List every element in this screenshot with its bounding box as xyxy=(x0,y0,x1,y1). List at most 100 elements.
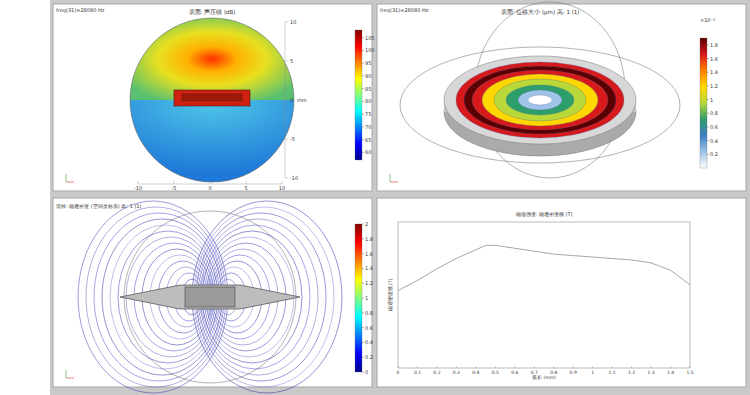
field xyxy=(518,90,562,110)
colorbar-tick xyxy=(707,72,709,73)
field xyxy=(472,70,608,130)
colorbar-tick-label: 80 xyxy=(365,98,371,104)
colorbar-tick xyxy=(362,101,364,102)
colorbar-tick xyxy=(362,224,364,225)
colorbar-tick xyxy=(707,154,709,155)
colorbar-tick-label: 1.4 xyxy=(710,69,718,75)
tick xyxy=(417,366,418,368)
tick xyxy=(246,181,247,184)
tick xyxy=(282,181,283,184)
tick-label: 0.9 xyxy=(570,370,577,375)
colorbar-tick xyxy=(362,75,364,76)
tick xyxy=(285,178,288,179)
colorbar-tick-label: 75 xyxy=(365,111,371,117)
tick xyxy=(651,366,652,368)
tick xyxy=(690,366,691,368)
panel xyxy=(377,198,746,387)
transducer xyxy=(182,94,242,101)
colorbar-tick xyxy=(362,114,364,115)
tick-label: -10 xyxy=(134,185,142,191)
colorbar-tick-label: 0.2 xyxy=(365,354,373,360)
housing xyxy=(444,56,636,144)
colorbar-tick-label: 0.8 xyxy=(365,310,373,316)
tick xyxy=(210,181,211,184)
colorbar-tick-label: 1.8 xyxy=(365,236,373,242)
colorbar-tick-label: 1 xyxy=(710,97,713,103)
colorbar-tick-label: 70 xyxy=(365,124,371,130)
colorbar-tick xyxy=(362,238,364,239)
colorbar-tick-label: 1.6 xyxy=(710,56,718,62)
colorbar-tick-label: 0.8 xyxy=(710,110,718,116)
tick xyxy=(573,366,574,368)
tick-label: -5 xyxy=(172,185,177,191)
transducer xyxy=(174,90,250,106)
plot-frame xyxy=(398,222,690,368)
colorbar-tick xyxy=(362,253,364,254)
colorbar-tick xyxy=(362,37,364,38)
colorbar-tick xyxy=(362,357,364,358)
colorbar-multiplier: ×10⁻³ xyxy=(700,17,715,23)
tick xyxy=(553,366,554,368)
colorbar-tick-label: 0.4 xyxy=(365,339,373,345)
tick-label: 5 xyxy=(290,58,293,64)
tick xyxy=(285,61,288,62)
tick-label: 10 xyxy=(279,185,285,191)
colorbar-tick xyxy=(707,140,709,141)
axis-icon xyxy=(66,378,74,379)
domain xyxy=(400,47,680,163)
field xyxy=(528,95,552,105)
colorbar-tick xyxy=(707,126,709,127)
tick xyxy=(174,181,175,184)
title: 表面: 位移大小 (μm) 高: 1 (1) xyxy=(501,8,580,16)
colorbar-tick xyxy=(707,58,709,59)
tick xyxy=(534,366,535,368)
tick xyxy=(495,366,496,368)
colorbar-tick-label: 1.8 xyxy=(710,42,718,48)
colorbar-tick-label: 0.2 xyxy=(710,151,718,157)
colorbar-tick-label: 105 xyxy=(365,35,375,41)
colorbar-tick-label: 1.2 xyxy=(365,280,373,286)
colorbar-tick xyxy=(362,312,364,313)
colorbar-tick xyxy=(707,113,709,114)
tick xyxy=(670,366,671,368)
tick-label: 5 xyxy=(244,185,247,191)
tick xyxy=(456,366,457,368)
colorbar-tick-label: 0.4 xyxy=(710,138,718,144)
tick-label: 0 xyxy=(290,97,293,103)
colorbar-tick-label: 0 xyxy=(365,369,368,375)
tick-label: 1 xyxy=(591,370,594,375)
colorbar-tick xyxy=(707,85,709,86)
field xyxy=(456,62,624,138)
colorbar-tick-label: 95 xyxy=(365,60,371,66)
colorbar-tick-label: 60 xyxy=(365,149,371,155)
colorbar-tick-label: 90 xyxy=(365,73,371,79)
colorbar-tick-label: 1.4 xyxy=(365,265,373,271)
tick-label: 0.5 xyxy=(492,370,499,375)
axis-icon xyxy=(66,182,74,183)
tick-label: 10 xyxy=(290,19,296,25)
tick xyxy=(285,22,288,23)
axis-icon xyxy=(390,174,391,182)
colorbar-tick xyxy=(362,63,364,64)
colorbar-tick xyxy=(362,298,364,299)
tick xyxy=(398,366,399,368)
tick xyxy=(514,366,515,368)
tick-label: 0.2 xyxy=(433,370,440,375)
tick-label: -5 xyxy=(290,136,295,142)
tick-label: 0 xyxy=(208,185,211,191)
title: 表面: 声压级 (dB) xyxy=(189,9,236,15)
colorbar-tick xyxy=(707,44,709,45)
colorbar-tick-label: 85 xyxy=(365,86,371,92)
colorbar-tick-label: 100 xyxy=(365,47,375,53)
field xyxy=(130,100,294,182)
colorbar xyxy=(355,224,362,372)
colorbar-tick xyxy=(362,152,364,153)
colorbar-tick xyxy=(362,283,364,284)
colorbar-tick-label: 2 xyxy=(365,221,368,227)
tick-label: 0 xyxy=(397,370,400,375)
field xyxy=(482,74,598,126)
field xyxy=(506,85,574,115)
tick xyxy=(138,181,139,184)
title: 磁场强度: 磁通密度模 (T) xyxy=(515,211,573,217)
tick-label: 1.2 xyxy=(628,370,635,375)
